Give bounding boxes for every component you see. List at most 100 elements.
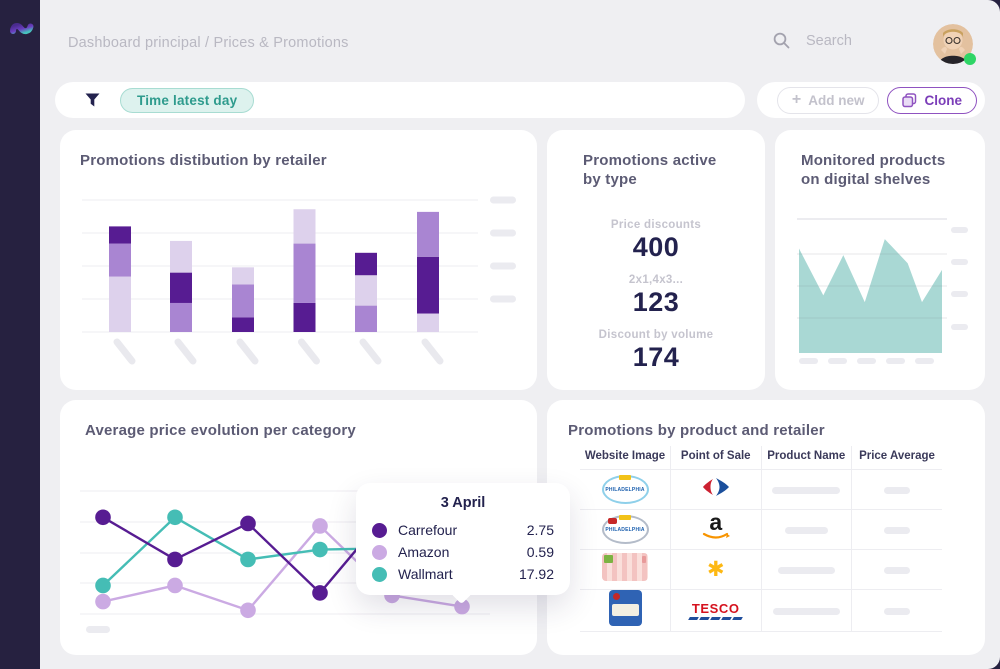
card-title: Monitored products on digital shelves — [801, 152, 946, 188]
data-point — [95, 577, 111, 594]
line-series-amazon[interactable] — [95, 518, 470, 619]
cell-website-image: PHILADELPHIA — [580, 509, 671, 550]
series-value: 0.59 — [526, 544, 554, 560]
search-icon — [773, 32, 790, 49]
x-axis-label-placeholder — [298, 338, 320, 365]
stacked-bar-1[interactable] — [109, 226, 131, 332]
x-axis-label-placeholder — [113, 338, 136, 365]
y-axis-label-placeholder — [951, 259, 968, 265]
clone-button[interactable]: Clone — [887, 86, 977, 114]
product-name-placeholder — [777, 566, 835, 574]
x-axis-label-placeholder — [86, 626, 110, 633]
tooltip-rows: Carrefour 2.75 Amazon 0.59 Wallmart 17.92 — [372, 519, 554, 585]
data-point — [95, 509, 111, 526]
sidebar — [0, 0, 40, 669]
series-value: 2.75 — [526, 522, 554, 538]
column-header-product-name: Product Name — [760, 446, 852, 470]
stacked-bar-5[interactable] — [355, 252, 377, 332]
card-promotions-active-by-type: Promotions active by type Price discount… — [547, 130, 765, 390]
y-axis-label-placeholder — [490, 229, 516, 237]
promotions-table: Website Image Point of Sale Product Name Pr… — [580, 446, 942, 632]
data-point — [240, 602, 256, 619]
philadelphia-product-image: PHILADELPHIA — [601, 515, 649, 544]
filter-funnel-icon[interactable] — [85, 93, 100, 107]
data-point — [167, 577, 183, 594]
tooltip-title: 3 April — [440, 495, 486, 511]
kpi-value-0: 400 — [632, 232, 680, 262]
area-series[interactable] — [799, 239, 942, 353]
kpi-metrics: Price discounts 400 2x1,4x3... 123 Discount … — [547, 208, 765, 373]
search-placeholder: Search — [806, 32, 852, 49]
x-axis-label-placeholder — [236, 338, 259, 365]
kpi-value-2: 174 — [632, 342, 680, 372]
philadelphia-product-image: PHILADELPHIA — [601, 475, 649, 504]
area-chart[interactable] — [775, 130, 985, 390]
product-name-placeholder — [772, 607, 840, 615]
tesco-logo: TESCO — [671, 602, 761, 620]
main-content: Dashboard principal / Prices & Promotion… — [40, 0, 1000, 669]
add-new-button[interactable]: + Add new — [776, 86, 880, 114]
breadcrumb: Dashboard principal / Prices & Promotion… — [68, 35, 349, 51]
cell-website-image — [580, 549, 671, 590]
x-axis-label-placeholder — [857, 358, 876, 364]
kpi-label-0: Price discounts — [610, 219, 702, 231]
data-point — [240, 515, 256, 532]
data-point — [167, 509, 183, 526]
tooltip-row-amazon: Amazon 0.59 — [372, 541, 554, 563]
y-axis-label-placeholder — [951, 324, 968, 330]
cell-point-of-sale: TESCO — [670, 589, 761, 632]
cell-price-average — [851, 549, 942, 590]
series-name: Amazon — [398, 544, 450, 560]
kpi-value-1: 123 — [632, 287, 680, 317]
stacked-bar-6[interactable] — [417, 211, 439, 332]
column-header-price-average: Price Average — [851, 446, 942, 470]
stacked-bar-2[interactable] — [170, 240, 192, 332]
cell-product-name — [760, 589, 852, 632]
action-bar: + Add new Clone — [757, 82, 985, 118]
stacked-bar-4[interactable] — [293, 209, 316, 332]
price-placeholder — [884, 526, 910, 534]
x-axis-label-placeholder — [174, 338, 197, 365]
price-placeholder — [884, 566, 910, 574]
y-axis-label-placeholder — [490, 262, 516, 270]
filter-chip-time-latest-day[interactable]: Time latest day — [120, 87, 255, 113]
y-axis-label-placeholder — [490, 295, 516, 303]
card-promotions-by-product: Promotions by product and retailer Websi… — [547, 400, 985, 655]
series-name: Wallmart — [398, 566, 453, 582]
brand-logo-icon[interactable] — [9, 20, 35, 38]
table-row-3[interactable]: ✱ — [580, 549, 942, 590]
avatar-image — [933, 24, 973, 64]
y-axis-label-placeholder — [951, 227, 968, 233]
cell-point-of-sale: a — [670, 509, 761, 550]
carrefour-logo — [702, 478, 729, 496]
series-color-dot — [372, 566, 387, 582]
data-point — [95, 593, 111, 610]
table-row-4[interactable]: TESCO — [580, 589, 942, 632]
plus-icon: + — [791, 91, 802, 108]
stacked-bar-chart[interactable] — [60, 130, 537, 390]
data-point — [167, 551, 183, 568]
card-title: Promotions distibution by retailer — [80, 152, 327, 169]
user-avatar[interactable] — [933, 24, 976, 65]
x-axis-label-placeholder — [915, 358, 934, 364]
table-row-2[interactable]: PHILADELPHIA a — [580, 509, 942, 550]
data-point — [312, 541, 328, 558]
stacked-bar-3[interactable] — [232, 267, 254, 332]
cell-point-of-sale — [670, 469, 761, 510]
search-input[interactable]: Search — [773, 32, 852, 49]
cell-product-name — [760, 549, 852, 590]
cell-website-image — [580, 589, 671, 632]
product-name-placeholder — [772, 486, 841, 494]
series-color-dot — [372, 522, 387, 538]
kpi-label-2: Discount by volume — [598, 329, 714, 341]
series-name: Carrefour — [398, 522, 458, 538]
data-point — [240, 551, 256, 568]
price-placeholder — [884, 607, 910, 615]
price-placeholder — [884, 486, 910, 494]
x-axis-label-placeholder — [828, 358, 847, 364]
table-row-1[interactable]: PHILADELPHIA — [580, 469, 942, 510]
x-axis-label-placeholder — [799, 358, 818, 364]
walmart-logo: ✱ — [706, 557, 725, 581]
filter-bar: Time latest day — [55, 82, 745, 118]
